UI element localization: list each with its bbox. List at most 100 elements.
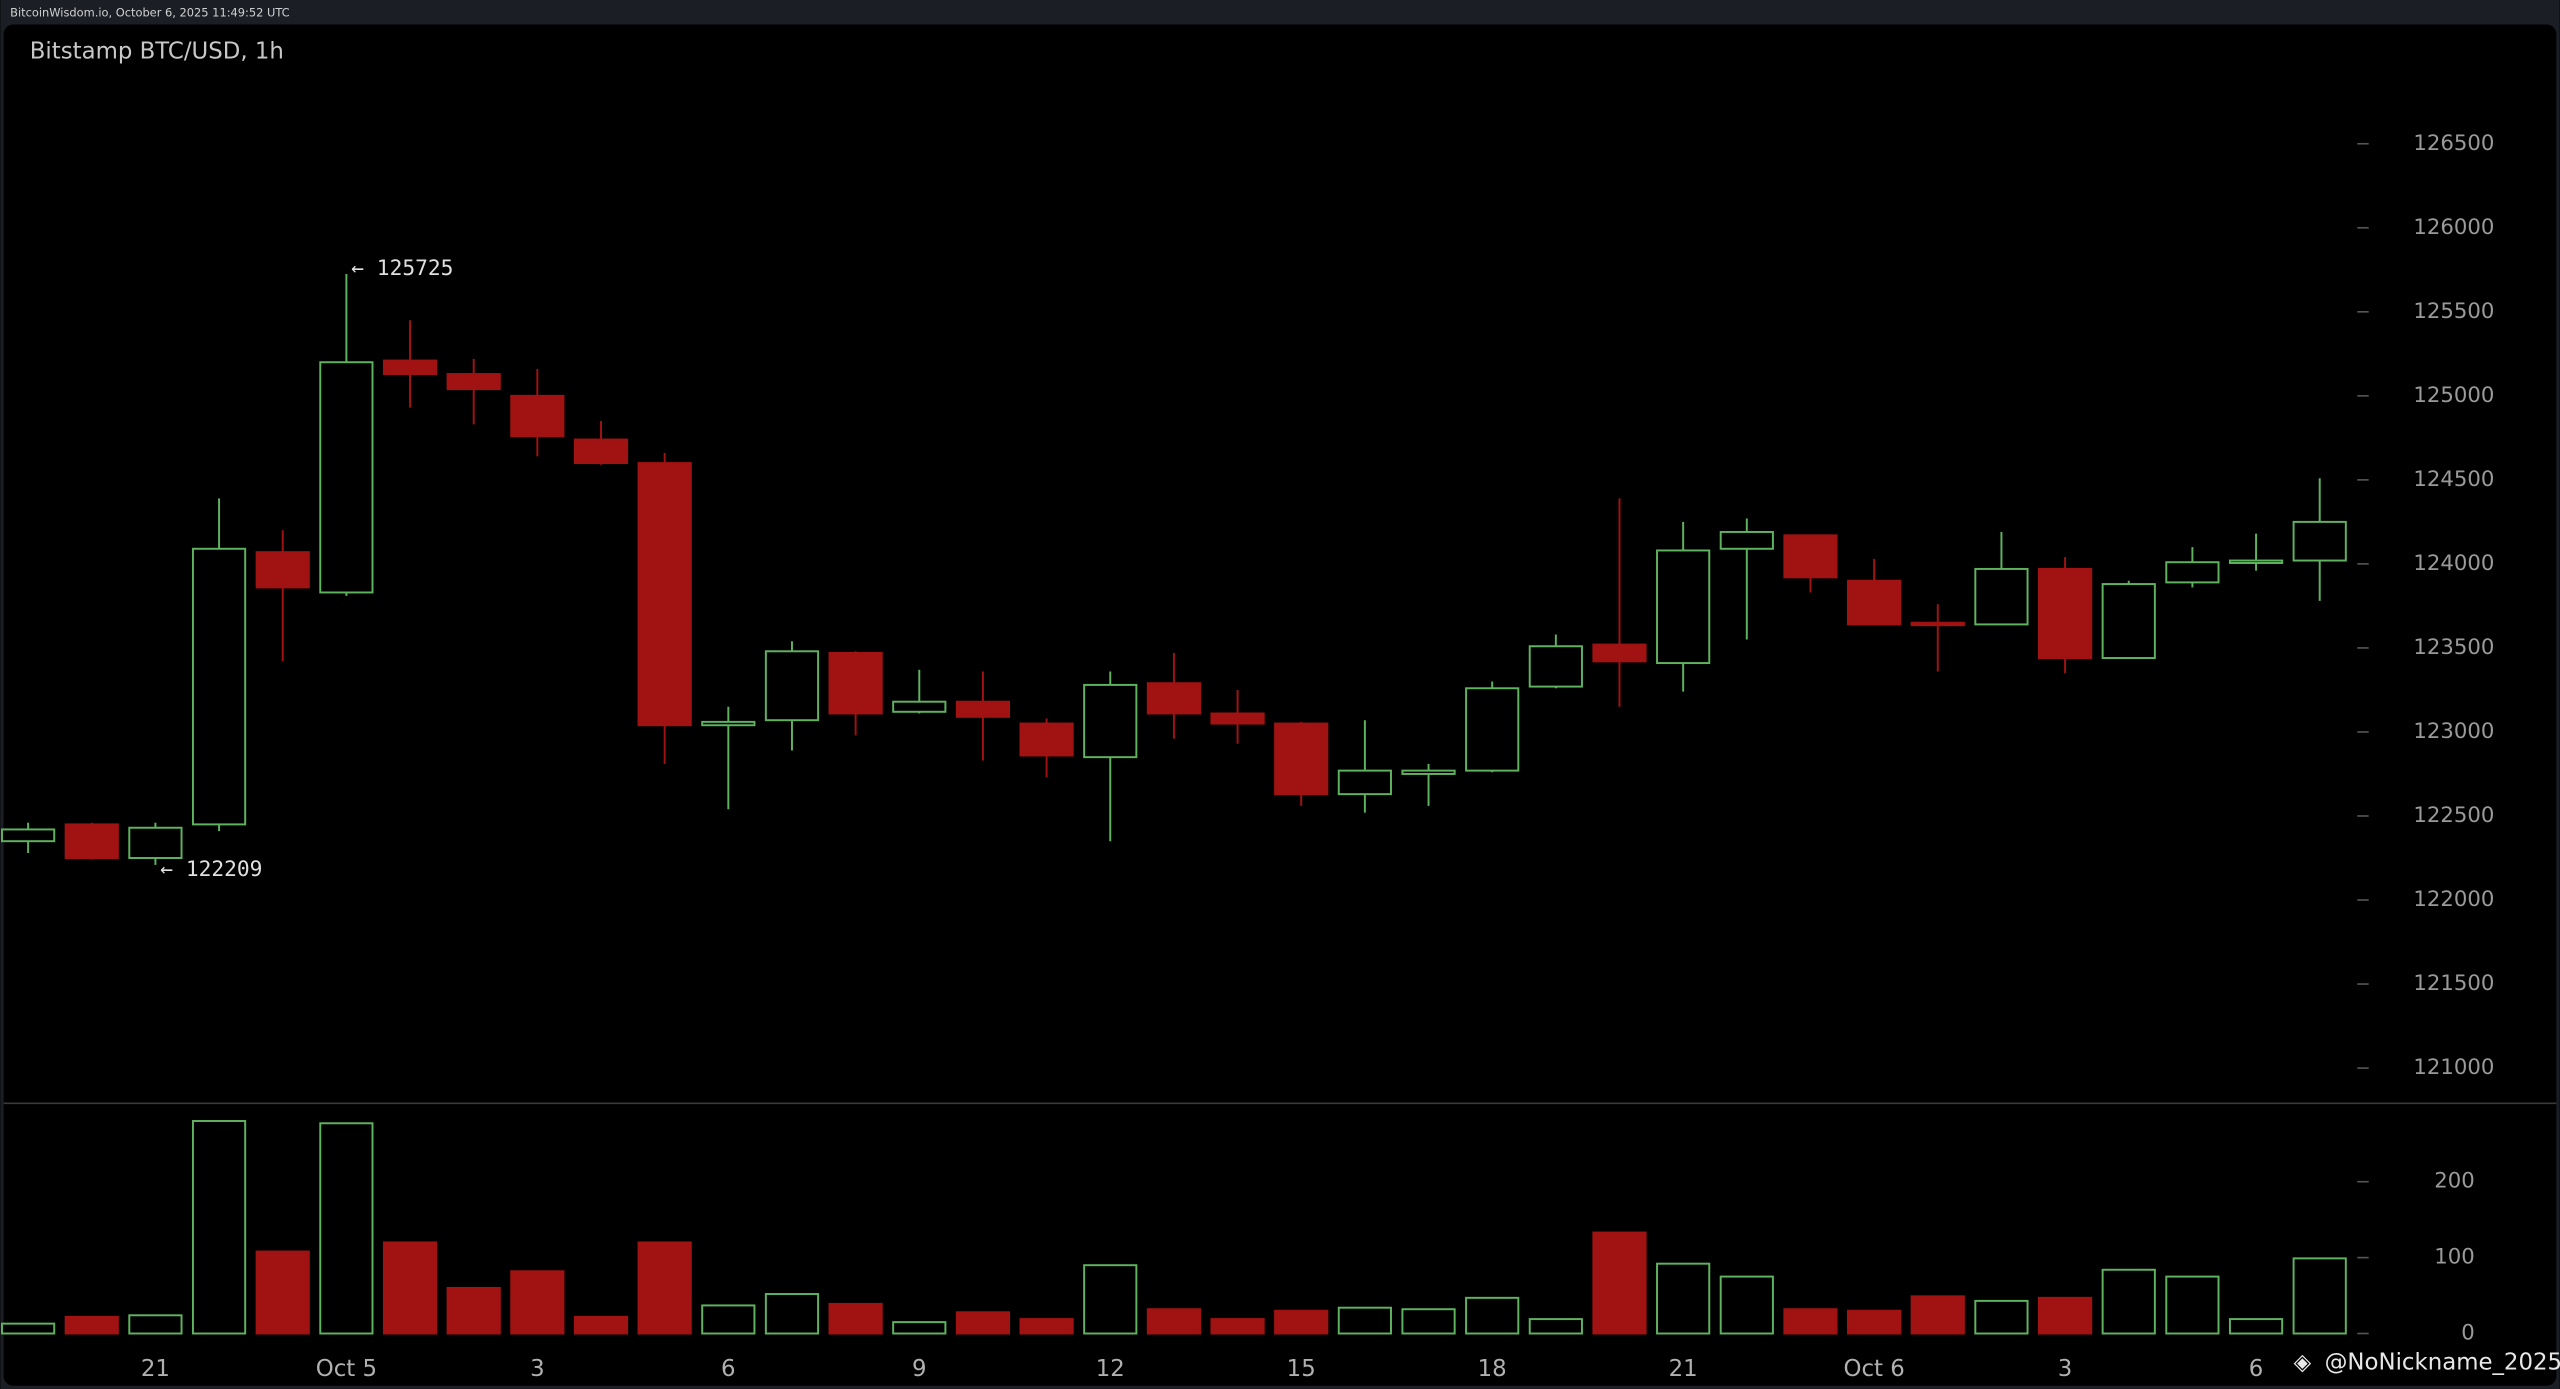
- volume-bar: [1847, 1309, 1902, 1335]
- y-tick-label: 121000: [2413, 1055, 2494, 1080]
- volume-bar: [255, 1250, 310, 1335]
- volume-bar: [1019, 1318, 1074, 1335]
- volume-tick-label: 0: [2461, 1321, 2475, 1346]
- candle-body: [319, 361, 374, 594]
- volume-bar: [1528, 1318, 1583, 1335]
- volume-bar: [128, 1314, 183, 1335]
- volume-bar: [2292, 1257, 2347, 1335]
- candle-body: [1146, 682, 1202, 715]
- candle-body: [892, 700, 947, 713]
- candle-body: [637, 462, 692, 727]
- volume-bar: [2165, 1275, 2220, 1335]
- volume-bar: [1656, 1262, 1711, 1335]
- price-annotation: ← 122209: [160, 857, 262, 882]
- y-tick-label: 123500: [2413, 635, 2494, 660]
- candle-body: [955, 700, 1011, 718]
- chart-title: Bitstamp BTC/USD, 1h: [30, 39, 284, 65]
- volume-bar: [955, 1311, 1011, 1335]
- y-tick-label: 122500: [2413, 803, 2494, 828]
- x-tick-label: Oct 5: [316, 1356, 377, 1382]
- volume-bar: [191, 1120, 247, 1335]
- x-tick-label: 6: [721, 1356, 736, 1382]
- y-tick-label: 126500: [2413, 131, 2494, 156]
- volume-bar: [1274, 1309, 1329, 1335]
- volume-bar: [1974, 1299, 2029, 1335]
- x-tick-label: 9: [912, 1356, 927, 1382]
- candle-body: [764, 650, 820, 722]
- candle-body: [2292, 520, 2347, 562]
- candle-body: [1210, 712, 1265, 725]
- y-tick-label: 125000: [2413, 383, 2494, 408]
- x-tick-label: 21: [141, 1356, 170, 1382]
- candle-body: [1019, 722, 1074, 757]
- y-tick-label: 121500: [2413, 971, 2494, 996]
- volume-bar: [1910, 1295, 1965, 1335]
- candle-body: [2228, 559, 2284, 564]
- candle-body: [1847, 579, 1902, 626]
- candle-body: [1528, 645, 1583, 688]
- candle-body: [64, 823, 119, 859]
- candle-body: [573, 438, 629, 465]
- chart-panel: [3, 24, 2557, 1386]
- plot: 1210001215001220001225001230001235001240…: [1, 131, 2494, 1382]
- volume-bar: [2228, 1318, 2284, 1335]
- volume-bar: [701, 1304, 756, 1335]
- candle-body: [1401, 769, 1456, 775]
- x-tick-label: 12: [1096, 1356, 1125, 1382]
- y-tick-label: 124500: [2413, 467, 2494, 492]
- y-tick-label: 122000: [2413, 887, 2494, 912]
- volume-bar: [1146, 1308, 1202, 1335]
- candle-body: [1783, 534, 1838, 579]
- candle-body: [1974, 567, 2029, 626]
- x-tick-label: 15: [1287, 1356, 1316, 1382]
- volume-bar: [828, 1302, 883, 1335]
- price-annotation: ← 125725: [351, 256, 453, 281]
- candle-body: [828, 651, 883, 715]
- candle-body: [1910, 621, 1965, 627]
- candle-body: [1465, 687, 1520, 772]
- volume-bar: [892, 1321, 947, 1335]
- watermark-icon: ◈: [2294, 1349, 2312, 1375]
- candle-body: [1, 828, 56, 843]
- candle-body: [701, 720, 756, 727]
- volume-bar: [319, 1122, 374, 1335]
- volume-bar: [1592, 1231, 1647, 1335]
- volume-bar: [1083, 1264, 1138, 1335]
- y-tick-label: 126000: [2413, 215, 2494, 240]
- volume-bar: [637, 1241, 692, 1335]
- volume-bar: [2101, 1268, 2156, 1335]
- candle-body: [1719, 530, 1774, 550]
- candle-body: [255, 551, 310, 589]
- volume-bar: [1, 1322, 56, 1335]
- volume-bar: [446, 1286, 501, 1335]
- candle-body: [1656, 549, 1711, 665]
- candle-body: [510, 394, 565, 438]
- volume-bar: [1210, 1318, 1265, 1335]
- candle-body: [382, 359, 438, 375]
- x-tick-label: 6: [2249, 1356, 2264, 1382]
- header-text: BitcoinWisdom.io, October 6, 2025 11:49:…: [10, 6, 290, 20]
- y-tick-label: 123000: [2413, 719, 2494, 744]
- volume-bar: [64, 1315, 119, 1335]
- volume-bar: [510, 1270, 565, 1335]
- watermark: @NoNickname_2025: [2325, 1349, 2560, 1375]
- candle-body: [2165, 561, 2220, 584]
- candle-body: [1337, 769, 1392, 796]
- candle-body: [1592, 643, 1647, 663]
- volume-tick-label: 100: [2434, 1245, 2474, 1270]
- x-tick-label: 3: [530, 1356, 545, 1382]
- volume-bar: [1401, 1308, 1456, 1335]
- x-tick-label: Oct 6: [1843, 1356, 1904, 1382]
- volume-bar: [2037, 1296, 2093, 1335]
- x-tick-label: 21: [1669, 1356, 1698, 1382]
- volume-bar: [1719, 1275, 1774, 1335]
- candle-body: [128, 826, 183, 859]
- x-tick-label: 18: [1478, 1356, 1507, 1382]
- x-tick-label: 3: [2058, 1356, 2073, 1382]
- candle-body: [2037, 567, 2093, 659]
- candle-body: [446, 373, 501, 391]
- candle-body: [191, 547, 247, 826]
- volume-bar: [573, 1315, 629, 1335]
